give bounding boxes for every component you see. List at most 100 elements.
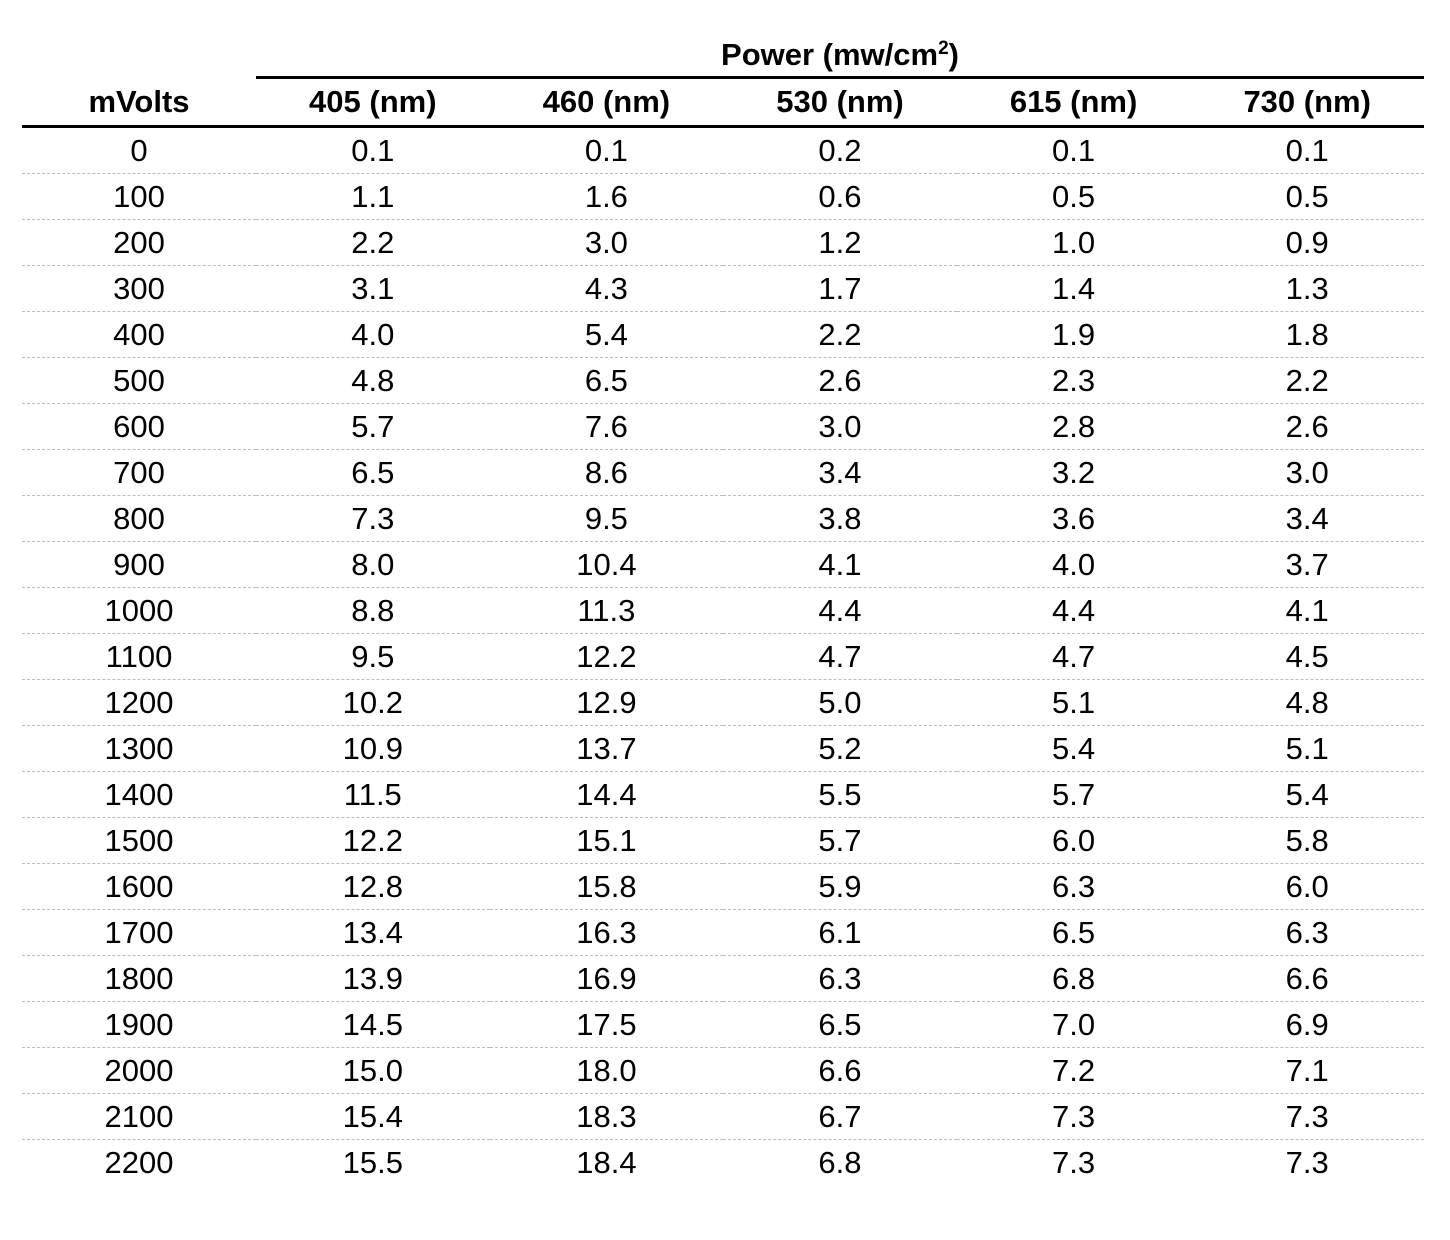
table-cell-615: 3.2	[956, 449, 1191, 496]
table-cell-730: 4.5	[1190, 633, 1424, 680]
table-cell-615: 1.4	[956, 265, 1191, 312]
table-cell-460: 15.1	[489, 817, 724, 864]
table-cell-mvolts: 2000	[22, 1047, 256, 1094]
table-cell-730: 5.4	[1190, 771, 1424, 818]
table-cell-530: 4.1	[723, 541, 957, 588]
table-cell-615: 7.2	[956, 1047, 1191, 1094]
table-cell-mvolts: 400	[22, 311, 256, 358]
table-cell-mvolts: 100	[22, 173, 256, 220]
table-cell-615: 7.0	[956, 1001, 1191, 1048]
table-cell-730: 6.6	[1190, 955, 1424, 1002]
table-cell-615: 6.5	[956, 909, 1191, 956]
power-table: Power (mw/cm2) mVolts 405 (nm) 460 (nm) …	[22, 34, 1424, 1185]
table-cell-460: 11.3	[489, 587, 724, 634]
table-cell-615: 3.6	[956, 495, 1191, 542]
table-cell-615: 1.0	[956, 219, 1191, 266]
table-cell-530: 6.8	[818, 1144, 862, 1180]
table-row: 600 5.7 7.6 3.0 2.8 2.6	[22, 403, 1424, 450]
data-table: mVolts 405 (nm) 460 (nm) 530 (nm) 615 (n…	[22, 78, 1424, 1185]
table-cell-460: 15.8	[489, 863, 724, 910]
table-cell-730: 0.5	[1190, 173, 1424, 220]
table-cell-mvolts: 800	[22, 495, 256, 542]
table-cell-530: 1.2	[723, 219, 957, 266]
table-cell-730: 7.3	[1285, 1144, 1329, 1180]
table-cell-615: 7.3	[1052, 1144, 1096, 1180]
table-cell-730: 3.7	[1190, 541, 1424, 588]
table-row: 1300 10.9 13.7 5.2 5.4 5.1	[22, 725, 1424, 772]
column-header-730: 730 (nm)	[1190, 78, 1424, 128]
table-cell-405: 9.5	[256, 633, 490, 680]
table-cell-460: 8.6	[489, 449, 724, 496]
table-cell-mvolts: 700	[22, 449, 256, 496]
table-cell-mvolts: 1200	[22, 679, 256, 726]
table-cell-730: 3.0	[1190, 449, 1424, 496]
table-cell-405: 13.9	[256, 955, 490, 1002]
table-cell-mvolts: 900	[22, 541, 256, 588]
table-cell-730: 2.2	[1190, 357, 1424, 404]
table-cell-530: 0.6	[723, 173, 957, 220]
table-cell-460: 0.1	[489, 126, 724, 174]
table-cell-mvolts: 1100	[22, 633, 256, 680]
power-group-header: Power (mw/cm2)	[256, 34, 1424, 76]
table-row: 800 7.3 9.5 3.8 3.6 3.4	[22, 495, 1424, 542]
table-cell-mvolts: 1300	[22, 725, 256, 772]
table-cell-615: 0.5	[956, 173, 1191, 220]
table-cell-530: 6.6	[723, 1047, 957, 1094]
table-row: 900 8.0 10.4 4.1 4.0 3.7	[22, 541, 1424, 588]
table-cell-530: 3.8	[723, 495, 957, 542]
power-group-header-text: Power (mw/cm	[721, 37, 939, 72]
table-cell-mvolts: 600	[22, 403, 256, 450]
table-cell-730: 1.8	[1190, 311, 1424, 358]
power-group-header-superscript: 2	[938, 38, 949, 59]
table-cell-730: 7.1	[1190, 1047, 1424, 1094]
table-cell-530: 6.7	[723, 1093, 957, 1140]
table-cell-615: 6.0	[956, 817, 1191, 864]
column-header-mvolts: mVolts	[22, 78, 256, 128]
table-row: 100 1.1 1.6 0.6 0.5 0.5	[22, 173, 1424, 220]
table-row: 1200 10.2 12.9 5.0 5.1 4.8	[22, 679, 1424, 726]
table-cell-730: 5.1	[1190, 725, 1424, 772]
table-row: 200 2.2 3.0 1.2 1.0 0.9	[22, 219, 1424, 266]
table-cell-mvolts: 2200	[104, 1144, 174, 1180]
table-cell-615: 6.8	[956, 955, 1191, 1002]
table-cell-615: 5.4	[956, 725, 1191, 772]
table-cell-405: 6.5	[256, 449, 490, 496]
table-row: 0 0.1 0.1 0.2 0.1 0.1	[22, 126, 1424, 174]
table-cell-mvolts: 1000	[22, 587, 256, 634]
table-row: 1800 13.9 16.9 6.3 6.8 6.6	[22, 955, 1424, 1002]
column-header-530: 530 (nm)	[723, 78, 957, 128]
table-cell-405: 4.0	[256, 311, 490, 358]
table-cell-730: 7.3	[1190, 1093, 1424, 1140]
table-cell-405: 5.7	[256, 403, 490, 450]
table-cell-mvolts: 1700	[22, 909, 256, 956]
table-cell-615: 1.9	[956, 311, 1191, 358]
table-cell-mvolts: 200	[22, 219, 256, 266]
table-cell-405: 11.5	[256, 771, 490, 818]
table-cell-mvolts: 500	[22, 357, 256, 404]
table-cell-615: 0.1	[956, 126, 1191, 174]
table-cell-mvolts: 2100	[22, 1093, 256, 1140]
table-cell-530: 5.5	[723, 771, 957, 818]
table-cell-460: 5.4	[489, 311, 724, 358]
table-cell-405: 15.0	[256, 1047, 490, 1094]
table-row: 500 4.8 6.5 2.6 2.3 2.2	[22, 357, 1424, 404]
table-cell-530: 5.0	[723, 679, 957, 726]
table-cell-460: 17.5	[489, 1001, 724, 1048]
table-cell-530: 4.4	[723, 587, 957, 634]
table-cell-530: 0.2	[723, 126, 957, 174]
table-cell-615: 4.0	[956, 541, 1191, 588]
table-cell-405: 12.2	[256, 817, 490, 864]
table-cell-460: 16.3	[489, 909, 724, 956]
table-row: 1000 8.8 11.3 4.4 4.4 4.1	[22, 587, 1424, 634]
column-header-row: mVolts 405 (nm) 460 (nm) 530 (nm) 615 (n…	[22, 78, 1424, 128]
table-cell-460: 9.5	[489, 495, 724, 542]
table-cell-615: 5.7	[956, 771, 1191, 818]
table-cell-730: 0.9	[1190, 219, 1424, 266]
table-cell-460: 16.9	[489, 955, 724, 1002]
table-cell-460: 18.0	[489, 1047, 724, 1094]
table-cell-mvolts: 1400	[22, 771, 256, 818]
table-cell-730: 4.1	[1190, 587, 1424, 634]
table-row: 1600 12.8 15.8 5.9 6.3 6.0	[22, 863, 1424, 910]
table-body: 0 0.1 0.1 0.2 0.1 0.1 100 1.1 1.6 0.6 0.5 0.5 200 2.2…	[22, 126, 1424, 1186]
group-header-rule	[256, 76, 1424, 79]
